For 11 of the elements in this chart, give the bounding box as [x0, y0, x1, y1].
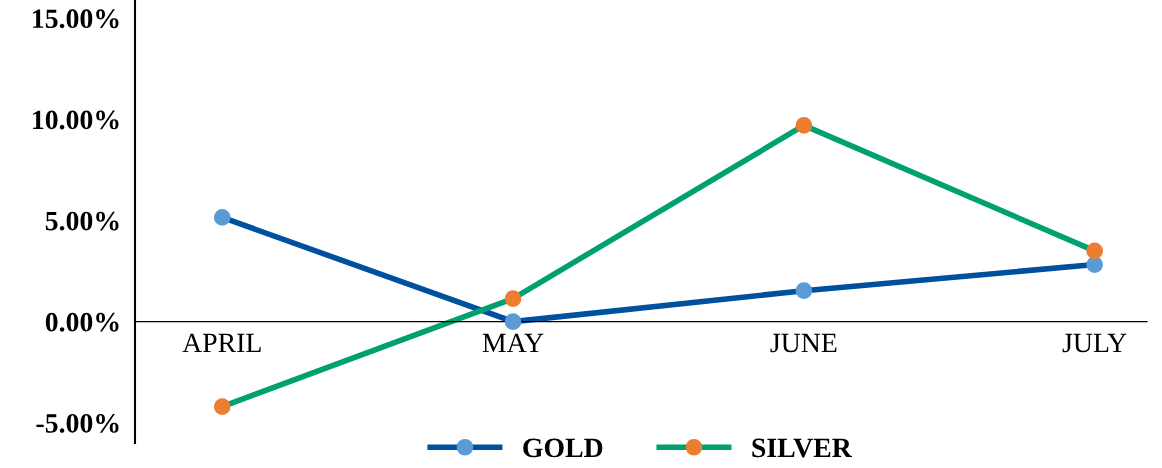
- x-tick-label: APRIL: [182, 333, 261, 353]
- legend-label: GOLD: [523, 438, 603, 458]
- y-tick-label: -5.00%: [36, 413, 119, 433]
- y-tick-label: 5.00%: [45, 211, 119, 231]
- y-tick-label: 15.00%: [33, 9, 119, 29]
- y-tick-label: 10.00%: [33, 110, 119, 130]
- x-tick-label: MAY: [482, 333, 544, 353]
- legend-label: SILVER: [752, 438, 853, 458]
- x-tick-label: JUNE: [770, 333, 837, 353]
- x-tick-label: JULY: [1062, 333, 1127, 353]
- y-tick-label: 0.00%: [45, 312, 119, 332]
